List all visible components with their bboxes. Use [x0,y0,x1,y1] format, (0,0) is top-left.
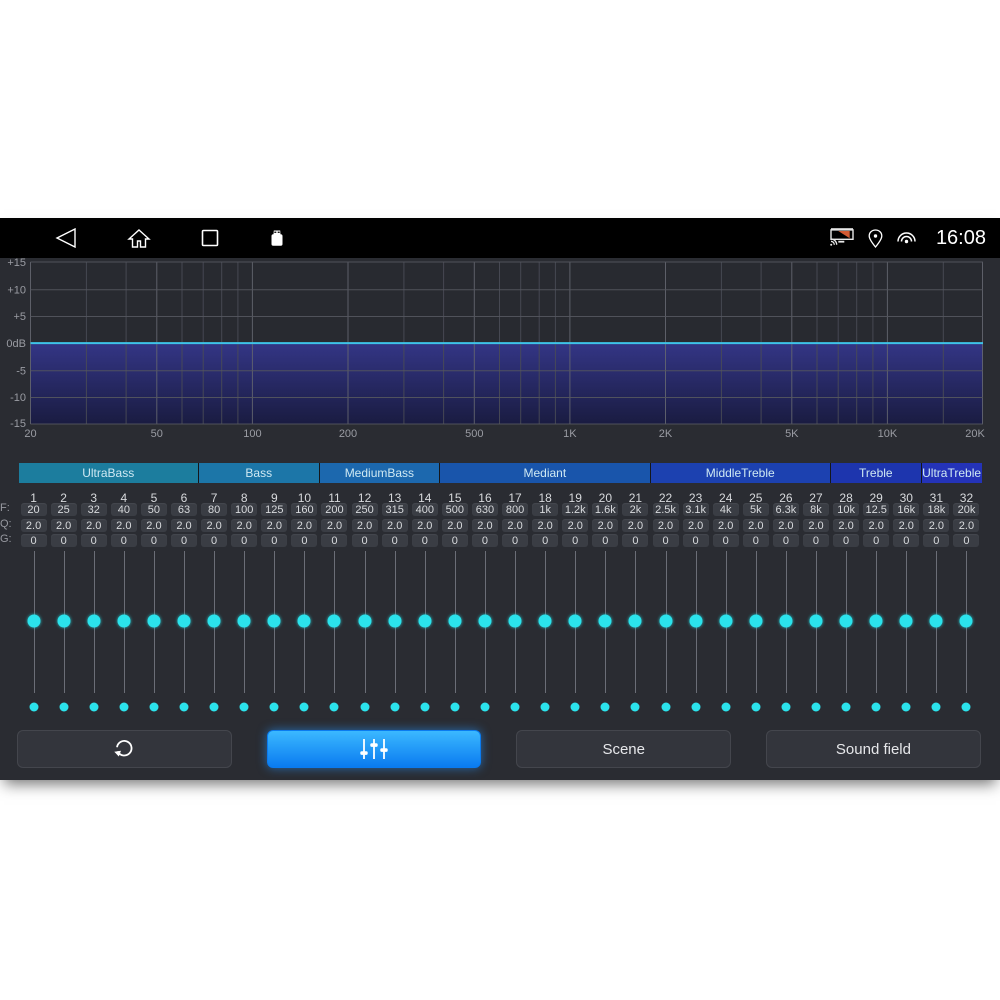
svg-text:+10: +10 [7,285,26,297]
svg-text:20: 20 [24,428,36,440]
svg-text:-10: -10 [10,392,26,404]
svg-text:50: 50 [151,428,163,440]
svg-text:2K: 2K [659,428,673,440]
svg-text:10K: 10K [878,428,898,440]
svg-text:0dB: 0dB [6,338,26,350]
svg-text:1K: 1K [563,428,577,440]
svg-text:-5: -5 [16,366,26,378]
svg-text:+15: +15 [7,258,26,269]
svg-text:500: 500 [465,428,483,440]
svg-text:100: 100 [243,428,261,440]
svg-text:20K: 20K [965,428,985,440]
svg-text:5K: 5K [785,428,799,440]
svg-text:+5: +5 [13,311,26,323]
svg-text:200: 200 [339,428,357,440]
